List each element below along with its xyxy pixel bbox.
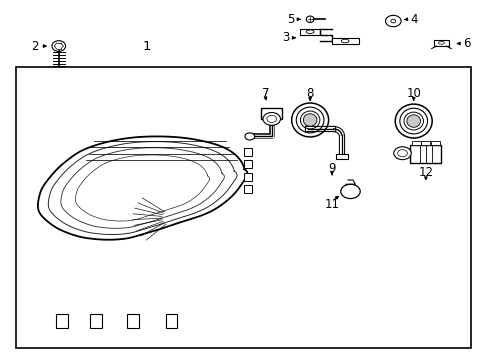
Ellipse shape <box>305 16 313 22</box>
FancyBboxPatch shape <box>243 160 252 168</box>
Text: 3: 3 <box>282 31 289 44</box>
Text: 5: 5 <box>286 13 294 26</box>
FancyBboxPatch shape <box>261 108 282 119</box>
Ellipse shape <box>341 39 348 43</box>
Polygon shape <box>38 136 247 240</box>
Ellipse shape <box>406 115 420 127</box>
FancyBboxPatch shape <box>90 314 102 328</box>
Circle shape <box>340 184 360 199</box>
FancyBboxPatch shape <box>300 28 319 35</box>
Text: 12: 12 <box>418 166 432 179</box>
Circle shape <box>385 15 400 27</box>
FancyBboxPatch shape <box>243 148 252 156</box>
Text: 2: 2 <box>31 40 38 53</box>
FancyBboxPatch shape <box>409 145 441 163</box>
Circle shape <box>393 147 410 159</box>
Circle shape <box>263 112 280 125</box>
Text: 10: 10 <box>406 87 420 100</box>
FancyBboxPatch shape <box>243 173 252 181</box>
Bar <box>16 67 469 348</box>
Ellipse shape <box>52 41 65 51</box>
Text: 7: 7 <box>261 87 268 100</box>
FancyBboxPatch shape <box>126 314 138 328</box>
Ellipse shape <box>438 41 444 44</box>
FancyBboxPatch shape <box>430 141 439 145</box>
Circle shape <box>390 19 395 23</box>
Text: 6: 6 <box>462 37 469 50</box>
FancyBboxPatch shape <box>331 38 358 44</box>
Ellipse shape <box>303 114 316 126</box>
Ellipse shape <box>305 30 313 33</box>
FancyBboxPatch shape <box>433 40 448 46</box>
Text: 1: 1 <box>142 40 151 53</box>
Text: 4: 4 <box>409 13 417 26</box>
FancyBboxPatch shape <box>243 185 252 193</box>
Text: 9: 9 <box>327 162 335 175</box>
FancyBboxPatch shape <box>165 314 177 328</box>
FancyBboxPatch shape <box>335 154 347 158</box>
Text: 11: 11 <box>324 198 339 211</box>
Text: 8: 8 <box>306 87 313 100</box>
FancyBboxPatch shape <box>411 141 420 145</box>
Circle shape <box>244 133 254 140</box>
FancyBboxPatch shape <box>56 314 68 328</box>
FancyBboxPatch shape <box>421 141 429 145</box>
